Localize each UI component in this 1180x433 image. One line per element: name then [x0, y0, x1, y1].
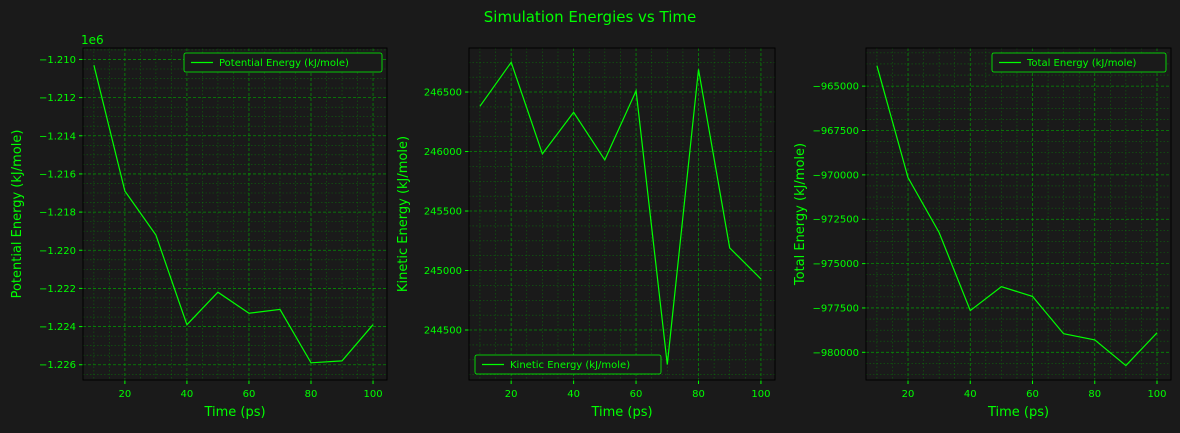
y-tick-label: 245500: [424, 207, 462, 218]
x-tick-label: 60: [243, 389, 256, 400]
chart-panel-1: 20 40 60 80 100 −1.226 −1.224 −1.222 −1.220 −1.21…: [10, 33, 388, 420]
chart-panel-2: 20 40 60 80 100 244500 245000 245500 246000 24650…: [396, 47, 776, 420]
chart-panel-3: 20 40 60 80 100 −980000 −977500 −975000 −972500 −…: [793, 47, 1172, 420]
minor-grid: [83, 48, 387, 380]
x-tick-label: 80: [305, 389, 318, 400]
legend: Kinetic Energy (kJ/mole): [474, 354, 662, 375]
x-tick-label: 60: [1026, 389, 1039, 400]
series-line: [876, 65, 1158, 367]
y-tick-label: −965000: [812, 82, 859, 93]
y-tick-label: −970000: [812, 170, 859, 181]
x-tick-label: 100: [1147, 389, 1166, 400]
x-tick-label: 60: [630, 389, 643, 400]
x-tick-label: 40: [567, 389, 580, 400]
legend-label: Potential Energy (kJ/mole): [219, 58, 349, 69]
x-axis-label: Time (ps): [987, 405, 1049, 420]
y-tick-label: −967500: [812, 126, 859, 137]
y-tick-label: −1.214: [39, 131, 76, 142]
y-tick-label: −1.216: [39, 169, 76, 180]
legend-box: [474, 354, 662, 375]
y-tick-label: −1.220: [39, 246, 76, 257]
y-axis-label: Potential Energy (kJ/mole): [10, 130, 25, 299]
x-tick-label: 80: [1088, 389, 1101, 400]
legend: Potential Energy (kJ/mole): [183, 52, 383, 73]
legend-label: Kinetic Energy (kJ/mole): [510, 360, 630, 371]
legend-box: [183, 52, 383, 73]
legend-label: Total Energy (kJ/mole): [1026, 58, 1137, 69]
y-tick-label: −1.218: [39, 208, 76, 219]
axes-frame: [468, 47, 776, 381]
y-axis-label: Total Energy (kJ/mole): [793, 143, 808, 286]
x-axis-label: Time (ps): [203, 405, 265, 420]
legend-box: [991, 52, 1167, 73]
y-tick-label: −1.210: [39, 55, 76, 66]
axes-frame: [82, 47, 388, 381]
y-tick-label: −975000: [812, 259, 859, 270]
y-tick-label: −980000: [812, 348, 859, 359]
y-tick-label: 244500: [424, 326, 462, 337]
x-tick-label: 20: [505, 389, 518, 400]
y-tick-label: −972500: [812, 215, 859, 226]
plot-area: [866, 48, 1171, 380]
y-tick-label: −1.212: [39, 93, 76, 104]
x-tick-label: 20: [902, 389, 915, 400]
x-tick-label: 100: [363, 389, 382, 400]
plot-area: [83, 48, 387, 380]
y-tick-label: −1.226: [39, 360, 76, 371]
minor-grid: [469, 48, 775, 380]
y-axis-label: Kinetic Energy (kJ/mole): [396, 136, 411, 292]
x-axis-label: Time (ps): [590, 405, 652, 420]
y-tick-label: 246500: [424, 88, 462, 99]
series-line: [93, 65, 374, 364]
y-tick-label: −1.222: [39, 284, 76, 295]
x-tick-label: 40: [181, 389, 194, 400]
x-tick-label: 100: [751, 389, 770, 400]
x-tick-label: 40: [964, 389, 977, 400]
y-tick-label: 246000: [424, 147, 462, 158]
minor-grid: [866, 48, 1171, 380]
y-tick-label: −977500: [812, 303, 859, 314]
legend: Total Energy (kJ/mole): [991, 52, 1167, 73]
y-tick-label: 245000: [424, 266, 462, 277]
y-tick-label: −1.224: [39, 322, 76, 333]
figure-title: Simulation Energies vs Time: [484, 8, 696, 26]
x-tick-label: 80: [692, 389, 705, 400]
x-tick-label: 20: [119, 389, 132, 400]
y-offset-label: 1e6: [81, 33, 104, 47]
series-line: [479, 60, 762, 365]
axes-frame: [865, 47, 1172, 381]
